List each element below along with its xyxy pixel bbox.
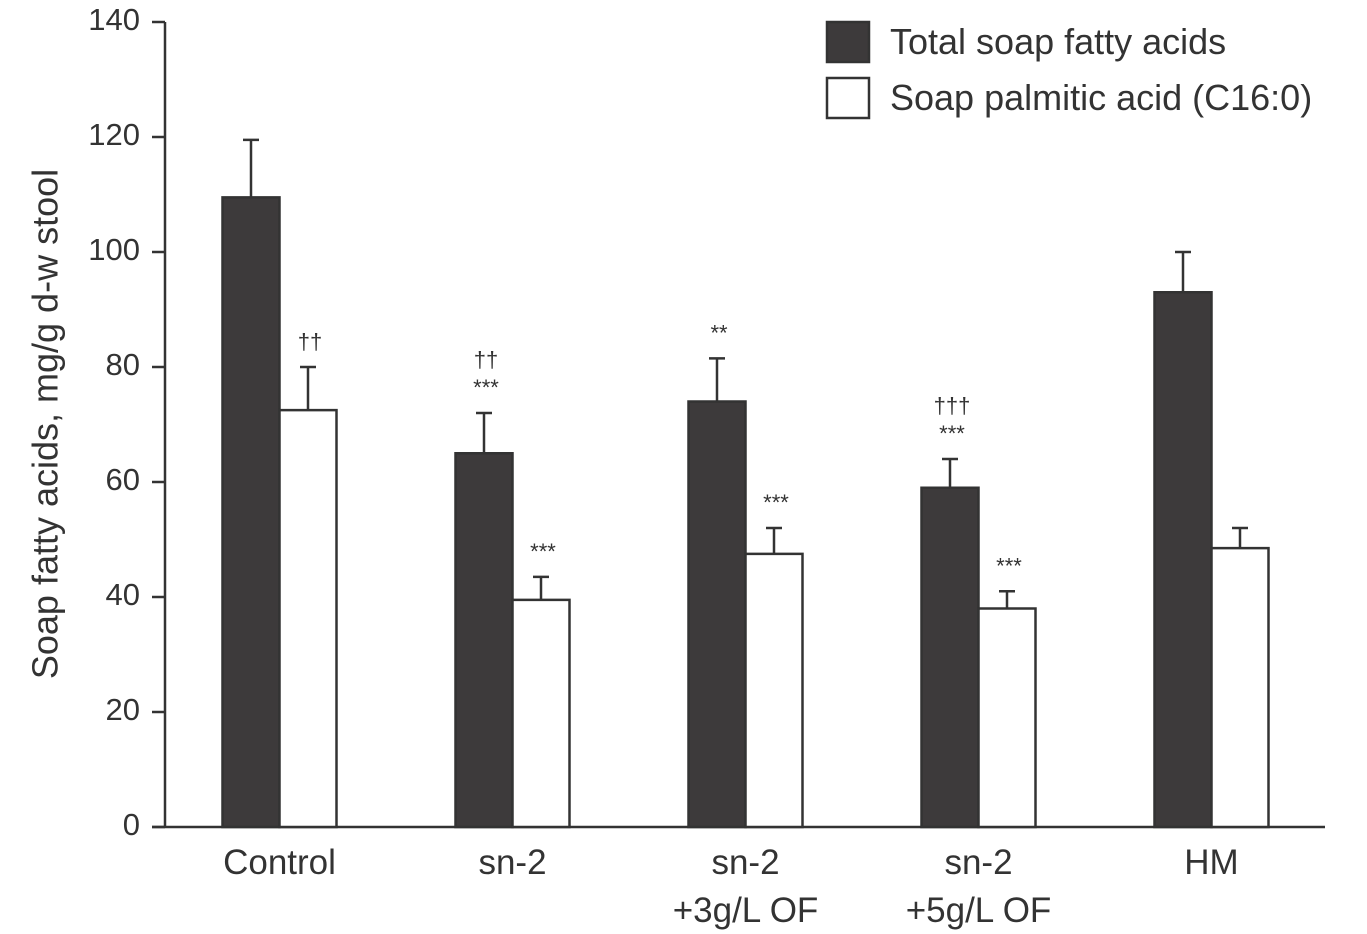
significance-label: *** (530, 539, 556, 564)
bar (687, 400, 747, 829)
bar (1210, 546, 1270, 829)
x-tick-label: sn-2 (478, 843, 546, 882)
bar (744, 552, 804, 829)
bar (511, 598, 571, 829)
y-tick-label: 60 (106, 462, 140, 497)
significance-label: †† (474, 347, 498, 372)
significance-label: *** (996, 553, 1022, 578)
x-tick-label: Control (223, 843, 336, 882)
legend-label: Soap palmitic acid (C16:0) (890, 77, 1312, 118)
y-axis-label: Soap fatty acids, mg/g d-w stool (25, 169, 66, 679)
bar (454, 452, 514, 829)
y-tick-label: 100 (88, 232, 140, 267)
significance-label: ††† (934, 393, 971, 418)
x-tick-label: sn-2 +5g/L OF (906, 843, 1052, 930)
bar (278, 408, 338, 829)
significance-label: †† (298, 329, 322, 354)
y-tick-label: 40 (106, 577, 140, 612)
bar (977, 607, 1037, 829)
legend-swatch (825, 20, 871, 64)
legend-label: Total soap fatty acids (890, 21, 1226, 62)
significance-label: *** (473, 375, 499, 400)
y-tick-label: 20 (106, 692, 140, 727)
legend-swatch (825, 76, 871, 120)
bar (920, 486, 980, 829)
bar (221, 196, 281, 829)
significance-label: *** (763, 490, 789, 515)
x-tick-label: HM (1184, 843, 1238, 882)
y-tick-label: 80 (106, 347, 140, 382)
significance-label: *** (939, 421, 965, 446)
significance-label: ** (710, 320, 728, 345)
bar (1153, 291, 1213, 829)
y-tick-label: 140 (88, 2, 140, 37)
y-tick-label: 120 (88, 117, 140, 152)
x-tick-label: sn-2 +3g/L OF (673, 843, 819, 930)
y-tick-label: 0 (123, 807, 140, 842)
